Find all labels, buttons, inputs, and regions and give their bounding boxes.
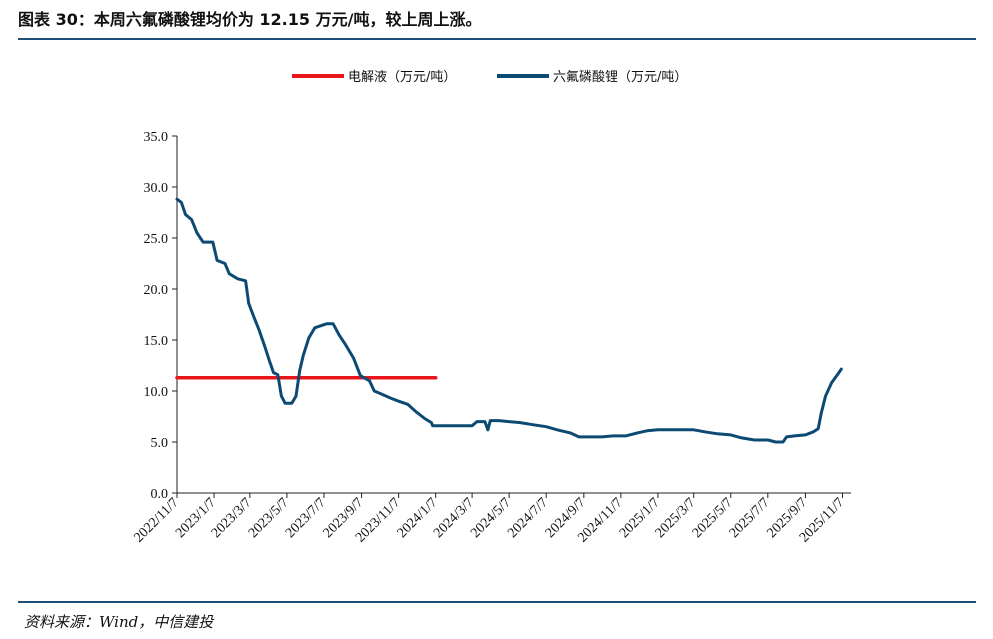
legend-lipf6: 六氟磷酸锂（万元/吨） bbox=[497, 70, 687, 85]
figure-title: 图表 30：本周六氟磷酸锂均价为 12.15 万元/吨，较上周上涨。 bbox=[18, 6, 481, 30]
x-tick-label: 2023/3/7 bbox=[209, 495, 255, 541]
x-tick-label: 2025/3/7 bbox=[653, 495, 699, 541]
x-tick-label: 2025/5/7 bbox=[690, 495, 736, 541]
x-tick-label: 2023/7/7 bbox=[283, 495, 329, 541]
y-tick-label: 30.0 bbox=[144, 181, 169, 196]
y-tick-label: 15.0 bbox=[144, 334, 169, 349]
figure-label: 图表 30： bbox=[18, 10, 94, 29]
source-note: 资料来源：Wind，中信建投 bbox=[24, 613, 214, 631]
y-tick-label: 0.0 bbox=[151, 487, 169, 502]
y-tick-label: 35.0 bbox=[144, 130, 169, 145]
x-tick-label: 2023/5/7 bbox=[246, 495, 292, 541]
y-tick-label: 20.0 bbox=[144, 283, 169, 298]
x-tick-label: 2024/5/7 bbox=[468, 495, 514, 541]
x-tick-label: 2024/7/7 bbox=[505, 495, 551, 541]
top-rule bbox=[18, 38, 976, 40]
y-tick-label: 10.0 bbox=[144, 385, 169, 400]
x-tick-label: 2025/7/7 bbox=[727, 495, 773, 541]
line-chart: 电解液（万元/吨） 六氟磷酸锂（万元/吨） 0.0 5.0 10.0 15.0 20.0 2… bbox=[131, 70, 851, 546]
legend-electrolyte: 电解液（万元/吨） bbox=[292, 70, 456, 85]
y-axis: 0.0 5.0 10.0 15.0 20.0 25.0 30.0 35.0 bbox=[144, 130, 178, 502]
y-tick-label: 25.0 bbox=[144, 232, 169, 247]
legend-label: 电解液（万元/吨） bbox=[348, 70, 456, 85]
figure-description: 本周六氟磷酸锂均价为 12.15 万元/吨，较上周上涨。 bbox=[93, 10, 482, 29]
x-tick-label: 2022/11/7 bbox=[131, 495, 181, 545]
bottom-rule bbox=[18, 601, 976, 603]
x-axis: 2022/11/72023/1/72023/3/72023/5/72023/7/… bbox=[131, 492, 851, 546]
legend-label: 六氟磷酸锂（万元/吨） bbox=[553, 70, 687, 85]
x-tick-label: 2024/3/7 bbox=[431, 495, 477, 541]
lipf6-price-line bbox=[175, 197, 843, 444]
series-layer bbox=[175, 197, 843, 444]
chart-legend: 电解液（万元/吨） 六氟磷酸锂（万元/吨） bbox=[292, 70, 687, 85]
y-tick-label: 5.0 bbox=[151, 436, 169, 451]
